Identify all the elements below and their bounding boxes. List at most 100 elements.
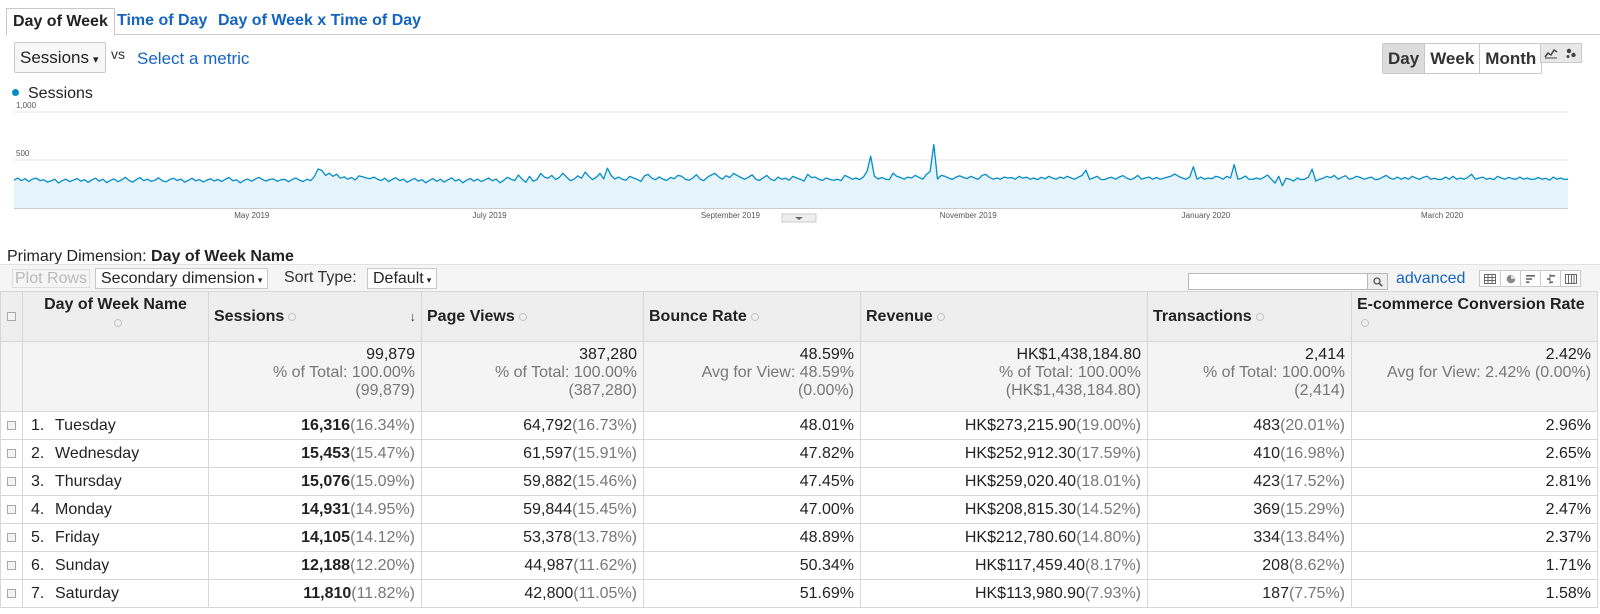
- table-row[interactable]: 3. Thursday 15,076(15.09%) 59,882(15.46%) 47…: [0, 467, 1598, 496]
- total-share: Avg for View: 48.59%: [701, 364, 854, 381]
- row-checkbox[interactable]: [0, 411, 23, 440]
- day-name[interactable]: Wednesday: [55, 444, 140, 462]
- row-index: 4.: [31, 500, 45, 518]
- page-views-percent: (13.78%): [572, 528, 637, 546]
- revenue-percent: (19.00%): [1076, 416, 1141, 434]
- table-row[interactable]: 6. Sunday 12,188(12.20%) 44,987(11.62%) 50.3…: [0, 551, 1598, 580]
- period-month-button[interactable]: Month: [1479, 44, 1542, 73]
- plot-rows-button[interactable]: Plot Rows: [12, 269, 91, 288]
- line-chart-icon[interactable]: [1541, 44, 1561, 62]
- period-week-button[interactable]: Week: [1424, 44, 1480, 73]
- table-row[interactable]: 7. Saturday 11,810(11.82%) 42,800(11.05%) 51…: [0, 579, 1598, 608]
- period-toggle: Day Week Month: [1382, 43, 1543, 74]
- day-name[interactable]: Saturday: [55, 584, 120, 602]
- page-views-percent: (15.91%): [572, 444, 637, 462]
- col-header-label: Transactions: [1153, 308, 1252, 325]
- col-header-page-views[interactable]: Page Views: [421, 291, 644, 342]
- cell-bounce-rate: 47.45%: [643, 467, 861, 496]
- col-header-sessions[interactable]: Sessions ↓: [208, 291, 422, 342]
- cell-day-name[interactable]: 6. Sunday: [22, 551, 209, 580]
- sort-type-value: Default: [373, 270, 424, 287]
- x-tick-label: January 2020: [1182, 211, 1231, 220]
- totals-page-views: 387,280% of Total: 100.00% (387,280): [421, 341, 644, 412]
- sessions-value: 15,453: [301, 444, 351, 462]
- cell-day-name[interactable]: 4. Monday: [22, 495, 209, 524]
- help-icon[interactable]: [1361, 318, 1369, 327]
- col-header-ecommerce-conversion-rate[interactable]: E-commerce Conversion Rate: [1351, 291, 1598, 342]
- secondary-dimension-select[interactable]: Secondary dimension ▾: [95, 268, 269, 289]
- pivot-view-icon[interactable]: [1560, 271, 1580, 286]
- vs-label: vs: [111, 46, 125, 62]
- row-checkbox[interactable]: [0, 439, 23, 468]
- primary-dimension-value[interactable]: Day of Week Name: [151, 248, 294, 265]
- cell-sessions: 14,105(14.12%): [208, 523, 422, 552]
- page-views-percent: (16.73%): [572, 416, 637, 434]
- sort-type-select[interactable]: Default ▾: [367, 268, 438, 289]
- day-name[interactable]: Monday: [55, 500, 112, 518]
- cell-day-name[interactable]: 1. Tuesday: [22, 411, 209, 440]
- help-icon[interactable]: [936, 312, 945, 321]
- help-icon[interactable]: [518, 312, 527, 321]
- col-header-transactions[interactable]: Transactions: [1147, 291, 1352, 342]
- sessions-percent: (11.82%): [351, 584, 415, 602]
- search-icon[interactable]: [1367, 274, 1387, 289]
- page-views-value: 59,844: [523, 500, 573, 518]
- table-search-input[interactable]: [1188, 273, 1388, 290]
- cell-sessions: 12,188(12.20%): [208, 551, 422, 580]
- sessions-percent: (14.12%): [350, 528, 415, 546]
- cell-day-name[interactable]: 3. Thursday: [22, 467, 209, 496]
- day-name[interactable]: Friday: [55, 528, 100, 546]
- row-checkbox[interactable]: [0, 495, 23, 524]
- cell-page-views: 64,792(16.73%): [421, 411, 644, 440]
- tab-day-of-week[interactable]: Day of Week: [6, 8, 115, 36]
- col-header-bounce-rate[interactable]: Bounce Rate: [643, 291, 861, 342]
- transactions-percent: (7.75%): [1288, 584, 1345, 602]
- table-row[interactable]: 4. Monday 14,931(14.95%) 59,844(15.45%) 47.0…: [0, 495, 1598, 524]
- conversion-rate-value: 2.37%: [1545, 528, 1591, 546]
- table-row[interactable]: 5. Friday 14,105(14.12%) 53,378(13.78%) 48.8…: [0, 523, 1598, 552]
- day-name[interactable]: Thursday: [55, 472, 122, 490]
- select-all-checkbox[interactable]: [0, 291, 23, 342]
- help-icon[interactable]: [750, 312, 759, 321]
- row-checkbox[interactable]: [0, 523, 23, 552]
- row-index: 5.: [31, 528, 45, 546]
- table-view-icon[interactable]: [1480, 271, 1500, 286]
- tab-time-of-day[interactable]: Time of Day: [117, 12, 208, 29]
- metric-select[interactable]: Sessions ▾: [14, 42, 106, 73]
- table-row[interactable]: 2. Wednesday 15,453(15.47%) 61,597(15.91%) 4…: [0, 439, 1598, 468]
- chart-legend[interactable]: Sessions: [12, 85, 93, 103]
- cell-revenue: HK$252,912.30(17.59%): [860, 439, 1148, 468]
- sessions-percent: (15.47%): [350, 444, 415, 462]
- col-header-revenue[interactable]: Revenue: [860, 291, 1148, 342]
- period-day-button[interactable]: Day: [1383, 44, 1425, 73]
- row-checkbox[interactable]: [0, 579, 23, 608]
- day-name[interactable]: Sunday: [55, 556, 110, 574]
- cell-day-name[interactable]: 7. Saturday: [22, 579, 209, 608]
- select-metric-link[interactable]: Select a metric: [137, 49, 250, 68]
- comparison-view-icon[interactable]: [1540, 271, 1560, 286]
- performance-view-icon[interactable]: [1520, 271, 1540, 286]
- col-header-day-of-week-name[interactable]: Day of Week Name: [22, 291, 209, 342]
- help-icon[interactable]: [113, 318, 122, 327]
- revenue-percent: (7.93%): [1084, 584, 1141, 602]
- report-tabs: Day of Week Time of Day Day of Week x Ti…: [6, 8, 1600, 36]
- cell-conversion-rate: 1.71%: [1351, 551, 1598, 580]
- sessions-value: 11,810: [303, 584, 352, 602]
- cell-day-name[interactable]: 2. Wednesday: [22, 439, 209, 468]
- row-checkbox[interactable]: [0, 467, 23, 496]
- day-name[interactable]: Tuesday: [55, 416, 116, 434]
- help-icon[interactable]: [288, 312, 297, 321]
- pie-view-icon[interactable]: [1500, 271, 1520, 286]
- revenue-value: HK$252,912.30: [964, 444, 1077, 462]
- cell-day-name[interactable]: 5. Friday: [22, 523, 209, 552]
- row-checkbox[interactable]: [0, 551, 23, 580]
- totals-revenue: HK$1,438,184.80% of Total: 100.00% (HK$1,…: [860, 341, 1148, 412]
- motion-chart-icon[interactable]: [1561, 44, 1581, 62]
- tab-day-of-week-x-time-of-day[interactable]: Day of Week x Time of Day: [218, 12, 422, 29]
- help-icon[interactable]: [1255, 312, 1264, 321]
- advanced-filter-link[interactable]: advanced: [1396, 270, 1466, 287]
- total-absolute: (2,414): [1294, 382, 1345, 399]
- cell-sessions: 15,453(15.47%): [208, 439, 422, 468]
- table-row[interactable]: 1. Tuesday 16,316(16.34%) 64,792(16.73%) 48.…: [0, 411, 1598, 440]
- totals-sessions: 99,879% of Total: 100.00% (99,879): [208, 341, 422, 412]
